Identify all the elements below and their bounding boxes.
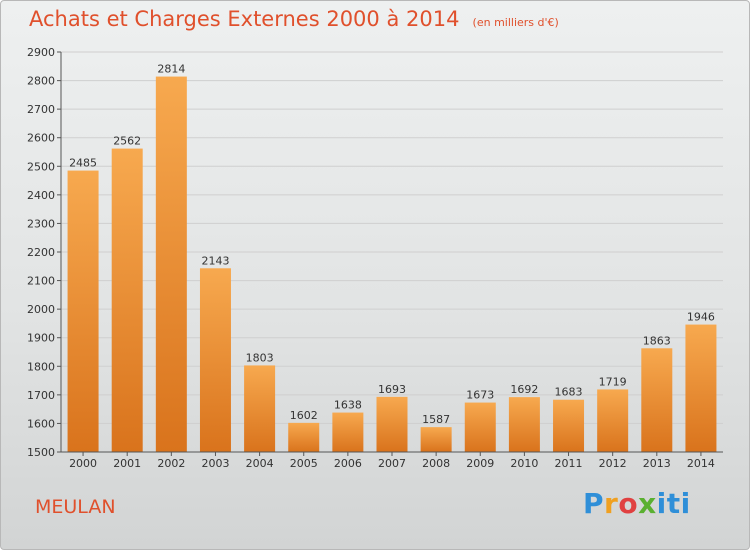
y-tick-label: 2700 [27,103,55,116]
y-tick-label: 2200 [27,246,55,259]
bar [199,268,231,452]
x-tick-label: 2010 [510,457,538,470]
axis-layer: 1500 1600 1700 1800 1900 2000 2100 2200 2300 2400… [27,46,723,459]
x-tick-label: 2005 [290,457,318,470]
y-tick-label: 2400 [27,189,55,202]
chart-subtitle: (en milliers d'€) [472,16,559,29]
data-label: 2485 [69,157,97,170]
y-tick-label: 2100 [27,275,55,288]
x-tick-label: 2000 [69,457,97,470]
x-tick-label: 2004 [246,457,274,470]
x-tick-label: 2012 [599,457,627,470]
y-tick-label: 1900 [27,332,55,345]
bar [155,76,187,453]
x-tick-label: 2006 [334,457,362,470]
bar [464,402,496,452]
y-tick-label: 1800 [27,360,55,373]
data-label: 1602 [290,409,318,422]
data-label: 1946 [687,311,715,324]
bar [420,427,452,452]
x-tick-label: 2008 [422,457,450,470]
y-tick-label: 2000 [27,303,55,316]
data-label: 1863 [643,334,671,347]
data-label: 1693 [378,383,406,396]
bar [553,399,585,452]
bar [67,170,99,453]
y-tick-label: 2600 [27,132,55,145]
bar [244,365,276,452]
chart-header: Achats et Charges Externes 2000 à 2014 (… [29,7,559,31]
y-tick-label: 2500 [27,160,55,173]
bar [332,412,364,452]
y-tick-label: 2900 [27,46,55,59]
bar [508,397,540,452]
bar [685,324,717,452]
bar [641,348,673,452]
data-label: 1673 [466,389,494,402]
x-tick-label: 2013 [643,457,671,470]
x-tick-label: 2011 [555,457,583,470]
bar [288,422,320,452]
x-tick-label: 2014 [687,457,715,470]
proxiti-logo[interactable]: Proxiti [583,487,691,520]
data-label: 2814 [157,63,185,76]
bar-layer [67,76,717,453]
data-label: 1692 [510,383,538,396]
commune-name: MEULAN [35,496,116,518]
data-label: 2562 [113,135,141,148]
data-label: 1719 [599,375,627,388]
y-tick-label: 1500 [27,446,55,459]
data-label: 1638 [334,399,362,412]
bar [376,396,408,452]
x-tick-label: 2001 [113,457,141,470]
bar [111,148,143,453]
data-label: 1803 [246,351,274,364]
x-tick-label: 2003 [201,457,229,470]
x-tick-label: 2009 [466,457,494,470]
label-layer: 2485 2000 2562 2001 2814 2002 2143 2003 1803 2004… [69,63,715,470]
y-tick-label: 2300 [27,217,55,230]
y-tick-label: 1700 [27,389,55,402]
chart-title: Achats et Charges Externes 2000 à 2014 [29,7,460,31]
data-label: 1587 [422,413,450,426]
x-tick-label: 2002 [157,457,185,470]
y-tick-label: 1600 [27,417,55,430]
data-label: 2143 [201,254,229,267]
y-tick-label: 2800 [27,75,55,88]
x-tick-label: 2007 [378,457,406,470]
bar [597,389,629,452]
data-label: 1683 [555,386,583,399]
